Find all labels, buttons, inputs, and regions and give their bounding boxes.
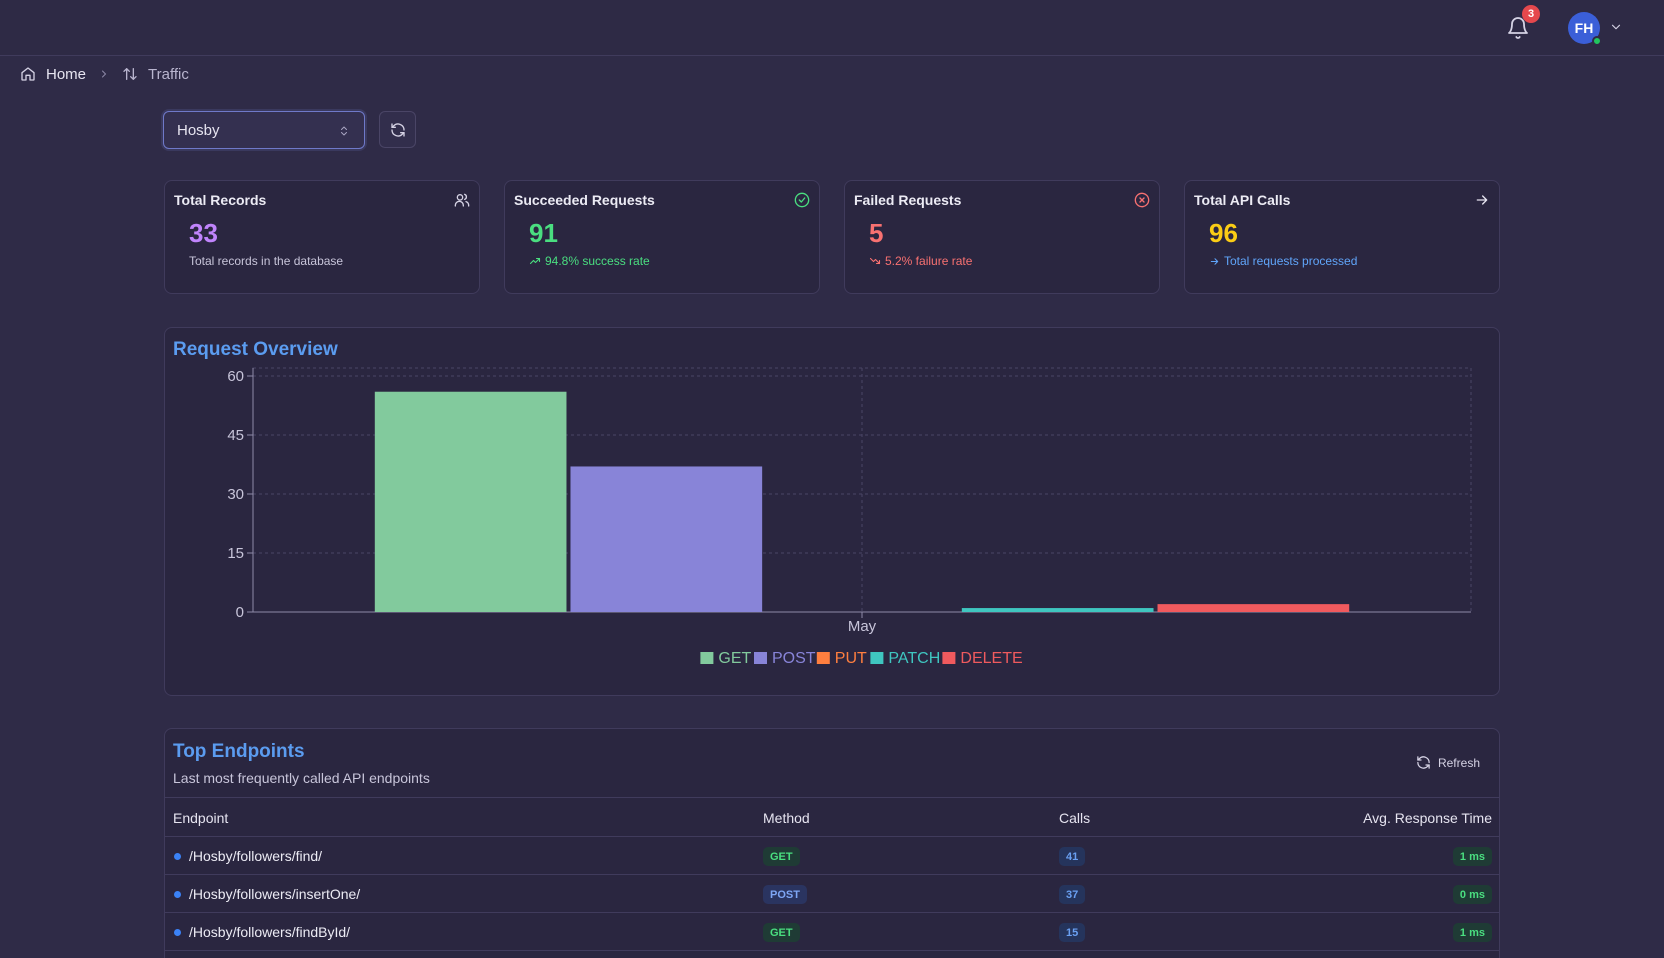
y-tick-label: 60 [227,368,244,385]
card-title: Total Records [174,192,267,208]
legend-swatch-post [754,652,767,664]
home-icon [21,67,35,81]
method-badge: GET [763,847,800,866]
bar-delete [1157,604,1350,612]
card-value: 33 [189,218,218,248]
request-overview-panel: Request Overview 0 15 30 45 60 May GET POST PUT P… [164,327,1500,696]
status-dot [174,853,181,860]
chevron-right-icon [98,68,110,80]
card-sub: 5.2% failure rate [869,254,972,268]
refresh-icon [390,122,405,137]
calls-badge: 15 [1059,923,1086,942]
method-badge: POST [763,885,807,904]
legend-swatch-patch [870,652,884,664]
card-value: 96 [1209,218,1238,248]
card-value: 91 [529,218,558,248]
card-succeeded-requests: Succeeded Requests 91 94.8% success rate [504,180,820,294]
project-select-value: Hosby [177,121,220,139]
card-sub: Total requests processed [1209,254,1357,268]
calls-badge: 41 [1059,847,1086,866]
x-circle-icon [1134,192,1150,208]
trending-down-icon [869,257,881,265]
trending-up-icon [529,257,541,265]
refresh-icon [1417,756,1430,769]
col-method: Method [763,810,810,826]
table-header: Endpoint Method Calls Avg. Response Time [165,797,1499,837]
col-avg-response-time: Avg. Response Time [1363,810,1492,826]
table-row[interactable]: /Hosby/followers/insertOne/ POST 37 0 ms [165,875,1499,913]
endpoint-path: /Hosby/followers/insertOne/ [189,886,361,902]
card-failed-requests: Failed Requests 5 5.2% failure rate [844,180,1160,294]
legend-swatch-get [700,652,714,664]
card-title: Total API Calls [1194,192,1291,208]
notification-badge: 3 [1522,5,1540,23]
avatar[interactable]: FH [1568,12,1600,44]
y-tick-label: 30 [227,486,244,503]
refresh-label: Refresh [1437,755,1480,770]
panel-title: Request Overview [173,339,338,360]
top-bar: 3 FH [0,0,1664,56]
refresh-button[interactable] [379,111,416,148]
top-endpoints-panel: Top Endpoints Last most frequently calle… [164,728,1500,958]
legend-label-delete: DELETE [960,650,1022,667]
response-time-badge: 1 ms [1452,847,1492,866]
users-icon [454,193,470,207]
response-time-badge: 0 ms [1452,885,1492,904]
response-time-badge: 1 ms [1452,923,1492,942]
panel-title: Top Endpoints [173,741,305,762]
legend-label-get: GET [718,650,751,667]
bar-get [374,391,567,612]
y-tick-label: 45 [227,427,244,444]
status-dot [174,929,181,936]
card-title: Failed Requests [854,192,962,208]
breadcrumb-home-label: Home [46,65,87,83]
arrow-right-icon [1210,257,1219,265]
col-calls: Calls [1059,810,1091,826]
endpoints-refresh-button[interactable]: Refresh [1416,755,1480,770]
arrow-up-down-icon [123,68,137,80]
table-row[interactable]: /Hosby/followers/findById/ GET 15 1 ms [165,913,1499,951]
panel-subtitle: Last most frequently called API endpoint… [173,770,430,786]
calls-badge: 37 [1059,885,1086,904]
card-sub: 94.8% success rate [529,254,650,268]
check-circle-icon [794,192,810,208]
x-tick-label: May [848,618,877,635]
endpoints-table: Endpoint Method Calls Avg. Response Time… [165,797,1499,951]
y-tick-label: 15 [227,545,244,562]
method-badge: GET [763,923,800,942]
card-title: Succeeded Requests [514,192,655,208]
bar-patch [961,608,1154,612]
legend-label-put: PUT [835,650,867,667]
legend-swatch-put [816,652,830,664]
bell-icon[interactable] [1506,16,1530,40]
card-value: 5 [869,218,884,248]
breadcrumb-current-label: Traffic [148,65,189,83]
breadcrumb-traffic: Traffic [122,66,189,83]
card-total-api-calls: Total API Calls 96 Total requests proces… [1184,180,1500,294]
endpoint-path: /Hosby/followers/find/ [189,848,323,864]
y-tick-label: 0 [236,604,244,621]
chevron-updown-icon [341,126,347,136]
legend-label-patch: PATCH [888,650,940,667]
project-select[interactable]: Hosby [163,111,365,149]
card-sub: Total records in the database [189,254,344,268]
request-overview-chart: 0 15 30 45 60 May GET POST PUT PATCH DELETE [227,367,1472,667]
bar-post [570,466,763,612]
legend-swatch-delete [942,652,956,664]
arrow-right-icon [1476,195,1488,205]
endpoint-path: /Hosby/followers/findById/ [189,924,351,940]
card-total-records: Total Records 33 Total records in the da… [164,180,480,294]
status-dot [174,891,181,898]
table-row[interactable]: /Hosby/followers/find/ GET 41 1 ms [165,837,1499,875]
breadcrumb-home[interactable]: Home [20,66,86,83]
breadcrumb: Home Traffic [20,64,189,84]
legend-label-post: POST [772,650,816,667]
col-endpoint: Endpoint [173,810,229,826]
online-status-dot [1592,36,1602,46]
chevron-down-icon[interactable] [1609,20,1623,34]
